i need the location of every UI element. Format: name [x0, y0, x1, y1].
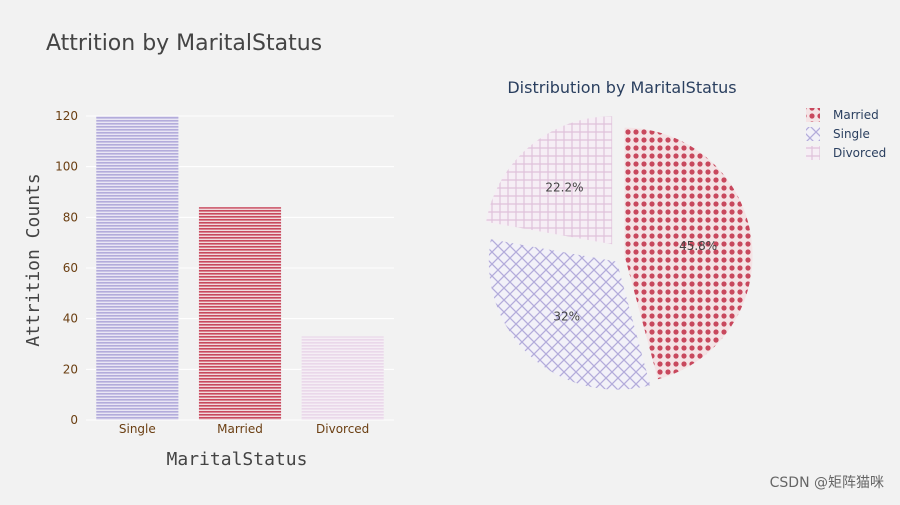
- bar-y-ticks: 0 20 40 60 80 100 120: [55, 109, 78, 427]
- bar-chart-title: Attrition by MaritalStatus: [46, 31, 322, 56]
- bar-y-tick-label: 100: [55, 160, 78, 174]
- legend-label-single: Single: [833, 127, 870, 141]
- bar-divorced[interactable]: [301, 336, 384, 420]
- bar-y-tick-label: 60: [63, 261, 78, 275]
- bar-y-tick-label: 120: [55, 109, 78, 123]
- bar-y-axis-title: Attrition Counts: [23, 173, 44, 346]
- bar-y-tick-label: 80: [63, 210, 78, 224]
- pie-slice-single[interactable]: [488, 239, 651, 390]
- bar-marks: [96, 116, 384, 420]
- legend-item-single[interactable]: Single: [806, 127, 870, 141]
- pie-slice-label: 22.2%: [545, 180, 583, 194]
- bar-x-ticks: Single Married Divorced: [119, 422, 369, 436]
- bar-x-tick-label: Divorced: [316, 422, 369, 436]
- pie-slice-married[interactable]: [624, 127, 753, 380]
- pie-chart-title: Distribution by MaritalStatus: [507, 78, 736, 97]
- legend-item-married[interactable]: Married: [806, 108, 879, 122]
- legend-item-divorced[interactable]: Divorced: [806, 146, 886, 160]
- pie-slice-label: 32%: [553, 309, 580, 323]
- bar-y-tick-label: 20: [63, 362, 78, 376]
- pie-slice-divorced[interactable]: [486, 116, 613, 245]
- pie-legend: Married Single Divorced: [806, 108, 886, 160]
- bar-y-tick-label: 0: [70, 413, 78, 427]
- bar-x-tick-label: Married: [217, 422, 263, 436]
- bar-y-tick-label: 40: [63, 312, 78, 326]
- pie-slices: [486, 116, 753, 390]
- pie-slice-labels: 45.8% 32% 22.2%: [545, 180, 717, 323]
- pie-slice-label: 45.8%: [679, 239, 717, 253]
- bar-single[interactable]: [96, 116, 179, 420]
- legend-swatch-single: [806, 127, 820, 141]
- legend-label-divorced: Divorced: [833, 146, 886, 160]
- watermark: CSDN @矩阵猫咪: [770, 475, 884, 491]
- bar-married[interactable]: [198, 207, 282, 420]
- legend-swatch-married: [806, 108, 820, 122]
- bar-x-tick-label: Single: [119, 422, 156, 436]
- legend-swatch-divorced: [806, 146, 820, 160]
- bar-x-axis-title: MaritalStatus: [167, 449, 308, 470]
- legend-label-married: Married: [833, 108, 879, 122]
